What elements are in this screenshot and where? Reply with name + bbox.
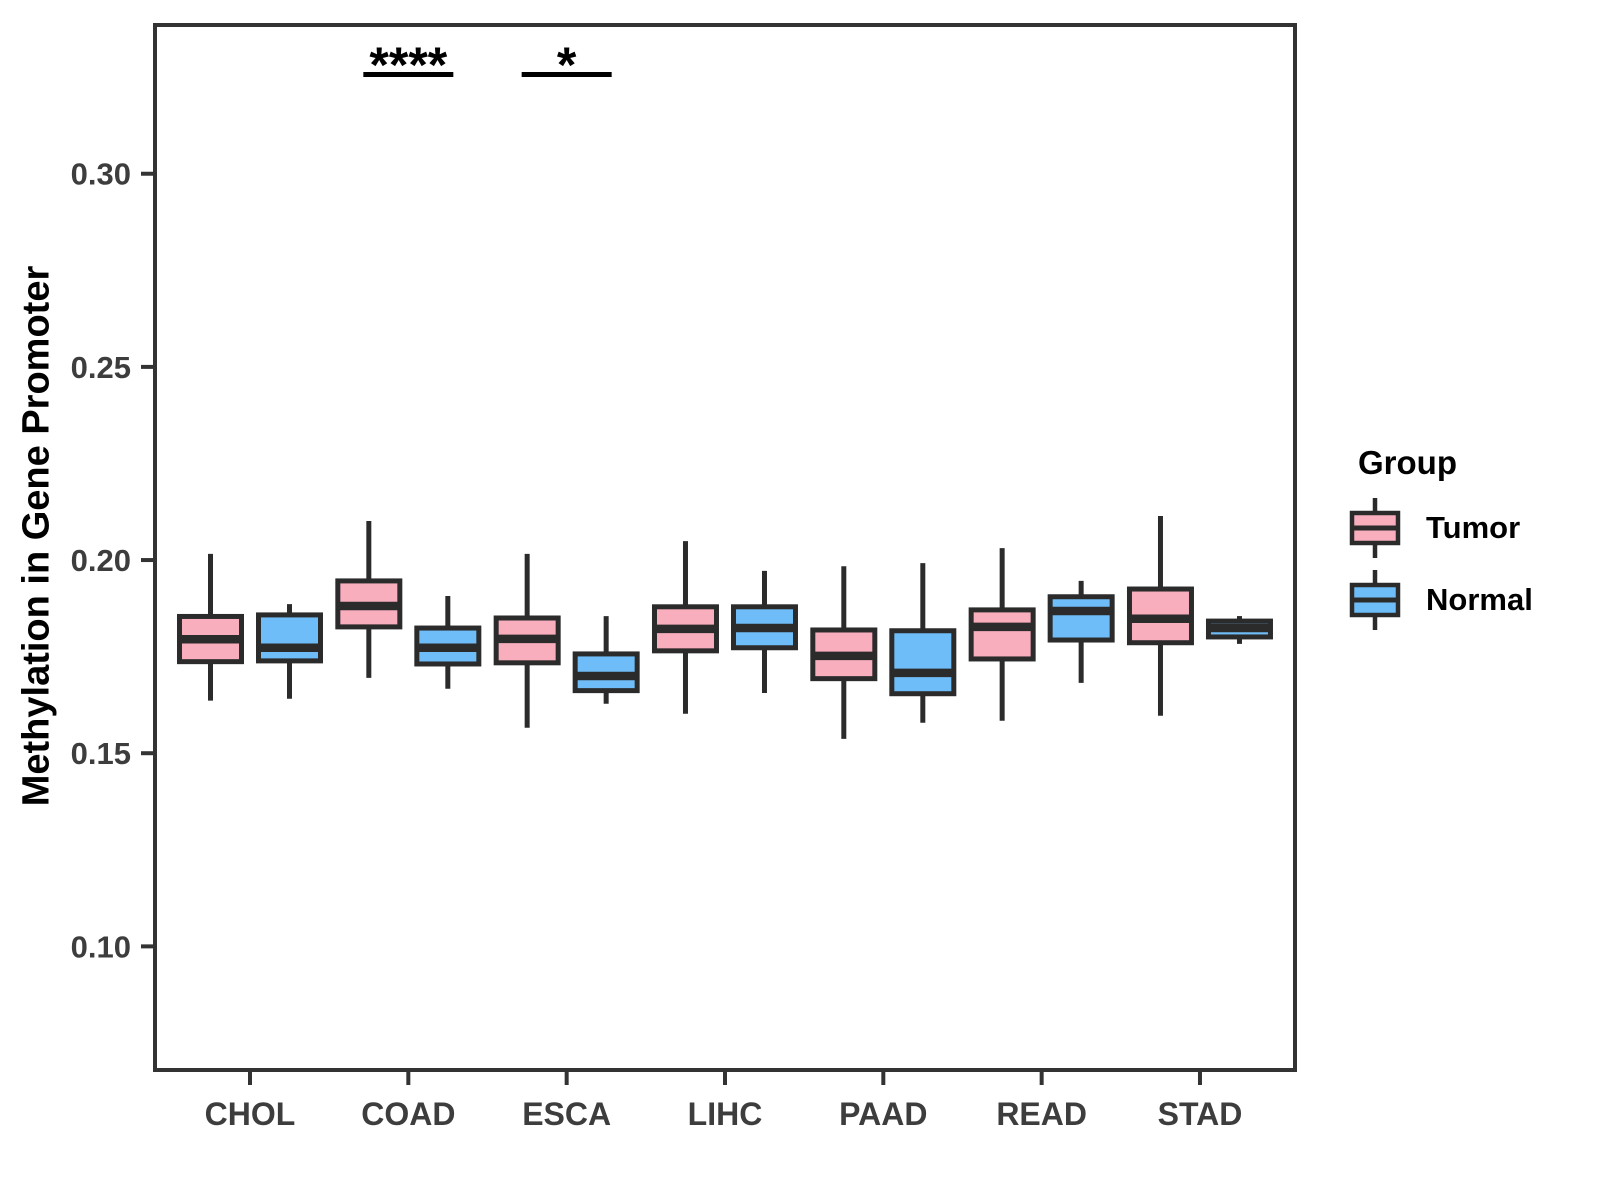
y-tick-label: 0.20 <box>71 543 131 578</box>
legend-entry-normal: Normal <box>1348 568 1533 632</box>
iqr-box <box>1047 594 1115 643</box>
y-axis: 0.10 0.15 0.20 0.25 0.30 <box>71 157 155 964</box>
boxplot-key-normal-icon <box>1349 570 1401 630</box>
boxplot-paad-normal <box>889 563 957 723</box>
iqr-box <box>256 612 323 664</box>
x-tick-label-read: READ <box>996 1096 1087 1132</box>
legend-label-normal: Normal <box>1426 582 1533 617</box>
x-axis: CHOL COAD ESCA LIHC PAAD READ STAD <box>205 1070 1243 1132</box>
x-tick-label-esca: ESCA <box>522 1096 611 1132</box>
boxplot-coad-normal <box>414 595 482 689</box>
legend-label-tumor: Tumor <box>1426 510 1521 545</box>
iqr-box <box>889 628 957 697</box>
x-tick-label-lihc: LIHC <box>688 1096 763 1132</box>
boxplot-lihc-normal <box>730 570 798 693</box>
boxplot-lihc-tumor <box>651 541 719 714</box>
x-tick-label-chol: CHOL <box>205 1096 296 1132</box>
y-axis-title: Methylation in Gene Promoter <box>15 265 58 807</box>
x-tick-label-stad: STAD <box>1158 1096 1243 1132</box>
iqr-box <box>968 607 1036 662</box>
x-tick-label-paad: PAAD <box>839 1096 927 1132</box>
boxplot-paad-tumor <box>810 566 878 739</box>
boxplot-coad-tumor <box>335 521 403 678</box>
boxplot-esca-normal <box>572 616 640 704</box>
boxplot-stad-normal <box>1205 616 1273 644</box>
legend-entry-tumor: Tumor <box>1348 496 1533 560</box>
x-tick-label-coad: COAD <box>361 1096 455 1132</box>
significance-coad: **** <box>363 37 454 93</box>
boxplot-stad-tumor <box>1126 516 1194 716</box>
boxplot-chol-normal <box>256 604 323 699</box>
boxplot-key-tumor-icon <box>1349 498 1401 558</box>
y-tick-label: 0.15 <box>71 736 131 771</box>
boxplot-chol-tumor <box>177 553 244 701</box>
boxplot-read-normal <box>1047 580 1115 683</box>
y-tick-label: 0.25 <box>71 350 131 385</box>
significance-esca: * <box>521 37 612 93</box>
significance-stars: * <box>557 37 577 93</box>
significance-stars: **** <box>369 37 447 93</box>
boxplot-read-tumor <box>968 548 1036 721</box>
y-tick-label: 0.30 <box>71 157 131 192</box>
significance-bar <box>363 72 454 77</box>
plot-panel-border <box>153 23 1297 1072</box>
boxplot-esca-tumor <box>493 553 561 728</box>
legend-title: Group <box>1358 444 1457 481</box>
y-tick-label: 0.10 <box>71 929 131 964</box>
legend: Group Tumor Normal <box>1348 444 1533 640</box>
significance-bar <box>521 72 612 77</box>
